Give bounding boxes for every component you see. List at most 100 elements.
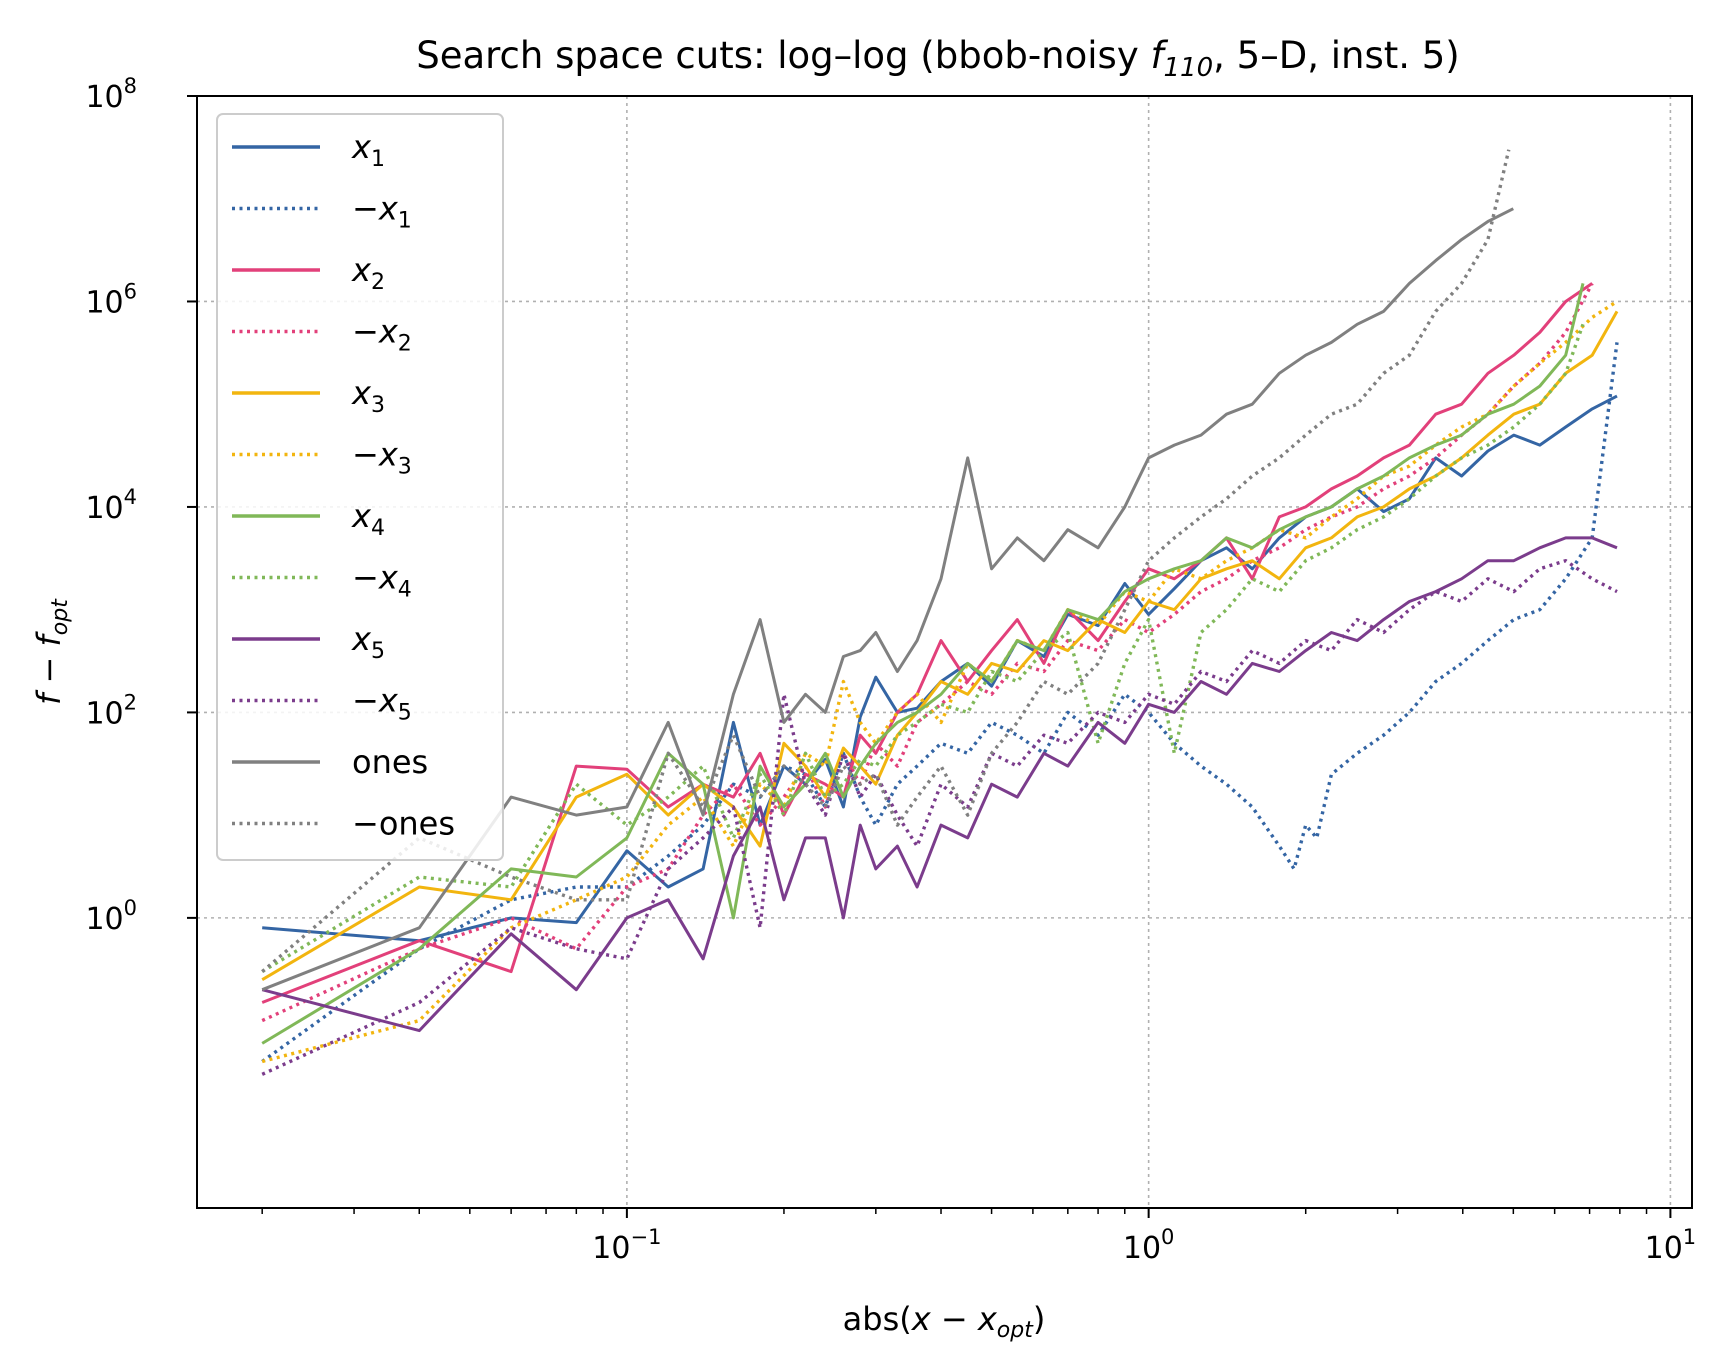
legend-item-s4: −x2 [232,313,412,357]
x-tick-base: 10 [1645,1231,1683,1266]
legend-label: −x5 [352,682,412,726]
legend-label: x4 [351,497,385,541]
x-tick-label: 10−1 [592,1225,661,1266]
legend-label-subscript: 4 [398,578,412,603]
chart-title: Search space cuts: log–log (bbob-noisy f… [416,34,1460,83]
legend-label-main: x [378,559,399,597]
legend-item-s9: x5 [232,620,385,664]
legend-label: ones [352,743,428,781]
legend-label-main: x [351,374,372,412]
legend-label-main: x [351,620,372,658]
x-axis-label-x: x [911,1300,932,1338]
legend-label-prefix: − [352,436,379,474]
legend-label: x2 [351,251,385,295]
x-tick-base: 10 [592,1231,630,1266]
x-axis-label: abs(x − xopt) [843,1300,1046,1343]
legend-label: −x4 [352,559,412,603]
legend-label: −ones [352,805,455,843]
x-axis-label-sub: opt [997,1318,1034,1343]
legend-label-subscript: 3 [371,393,385,418]
title-suffix: , 5–D, inst. 5) [1213,34,1460,77]
x-tick-base: 10 [1123,1231,1161,1266]
y-tick-label: 100 [85,896,137,937]
legend-label-subscript: 5 [371,639,385,664]
y-tick-exponent: 8 [124,74,137,98]
legend-label-subscript: 4 [371,516,385,541]
legend-item-s8: −x4 [232,559,412,603]
legend-label-main: x [378,436,399,474]
x-tick-label: 101 [1645,1225,1697,1266]
legend-label: x3 [351,374,385,418]
y-axis-label: f − fopt [30,598,73,705]
x-tick-exponent: 1 [1683,1225,1696,1249]
y-tick-label: 102 [85,690,137,731]
legend-label-main: x [351,497,372,535]
legend-label: x1 [351,128,385,172]
legend-item-s11: ones [232,743,428,781]
legend-item-s12: −ones [232,805,455,843]
axes-frame [196,95,1693,1209]
y-tick-label: 104 [85,485,137,526]
legend-label-subscript: 2 [371,270,385,295]
legend-item-s7: x4 [232,497,385,541]
legend-label-main: ones [352,743,428,781]
x-tick-label: 100 [1123,1225,1175,1266]
y-axis-label-sub: opt [48,598,73,635]
legend-label-main: x [351,128,372,166]
x-tick-exponent: −1 [630,1225,661,1249]
legend-label-prefix: − [352,682,379,720]
legend-box [216,113,504,861]
series-line-s4 [261,282,1594,1023]
y-tick-base: 10 [85,491,123,526]
legend-label-prefix: − [352,559,379,597]
legend-label-main: ones [379,805,455,843]
y-tick-exponent: 2 [124,690,137,714]
legend-label-prefix: − [352,805,379,843]
legend-item-s3: x2 [232,251,385,295]
legend-label-subscript: 5 [398,701,412,726]
y-tick-exponent: 0 [124,896,137,920]
legend-item-s2: −x1 [232,190,412,234]
x-tick-exponent: 0 [1161,1225,1174,1249]
y-tick-exponent: 4 [124,485,137,509]
x-axis-label-prefix: abs( [843,1300,912,1338]
y-tick-label: 106 [85,279,137,320]
legend-item-s10: −x5 [232,682,412,726]
series-line-s2 [261,342,1619,1063]
series-line-s11 [261,207,1514,992]
x-axis-label-minus: − [931,1300,978,1338]
grid-lines [197,96,1692,1208]
y-tick-label: 108 [85,74,137,115]
legend-label-prefix: − [352,313,379,351]
legend-label-prefix: − [352,190,379,228]
legend-label-subscript: 1 [398,209,412,234]
title-prefix: Search space cuts: log–log (bbob-noisy [416,34,1150,77]
x-axis-label-xopt: x [977,1300,998,1338]
y-tick-exponent: 6 [124,279,137,303]
series-line-s10 [261,559,1618,1076]
legend-label-main: x [351,251,372,289]
series-layer [261,149,1619,1076]
y-tick-base: 10 [85,902,123,937]
legend-label: −x3 [352,436,412,480]
legend-item-s1: x1 [232,128,385,172]
legend-label-main: x [378,682,399,720]
legend-label-subscript: 2 [398,332,412,357]
x-axis-ticks: 10−1 100 101 [261,1208,1697,1266]
x-axis-label-suffix: ) [1033,1300,1045,1338]
legend-item-s6: −x3 [232,436,412,480]
legend-label-main: x [378,313,399,351]
legend-label-main: x [378,190,399,228]
title-f-subscript: 110 [1164,53,1214,83]
legend-label-subscript: 3 [398,455,412,480]
series-line-s3 [261,282,1594,1004]
series-line-s8 [261,323,1585,974]
y-tick-base: 10 [85,285,123,320]
y-tick-base: 10 [85,80,123,115]
y-tick-base: 10 [85,696,123,731]
